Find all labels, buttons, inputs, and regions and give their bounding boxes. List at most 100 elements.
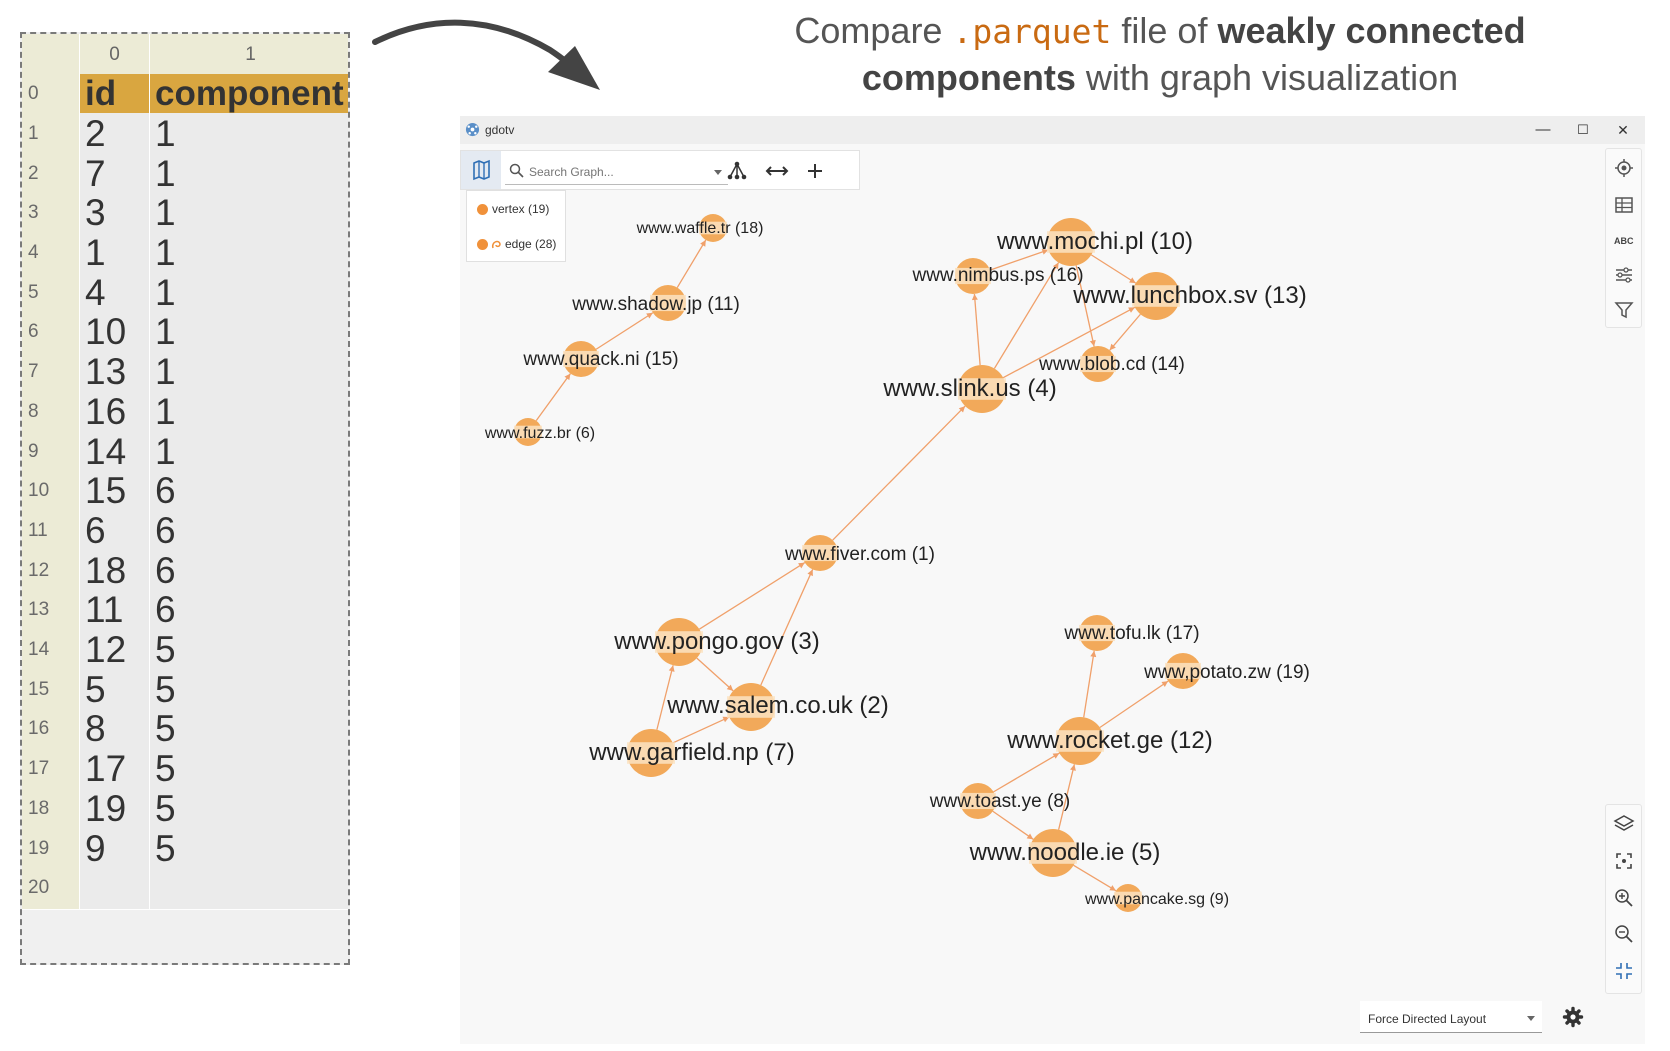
graph-edge[interactable]	[1109, 313, 1141, 351]
cell-id[interactable]: 8	[80, 708, 150, 751]
cell-id[interactable]: 17	[80, 748, 150, 791]
graph-edge[interactable]	[1073, 864, 1117, 892]
fit-view-icon[interactable]	[1613, 850, 1635, 872]
graph-node-nimbus[interactable]: www.nimbus.ps (16)	[911, 258, 1084, 294]
graph-node-toast[interactable]: www.toast.ye (8)	[929, 783, 1070, 819]
row-index-cell[interactable]: 12	[22, 550, 80, 593]
cell-id[interactable]: 15	[80, 470, 150, 513]
row-index-cell[interactable]: 14	[22, 629, 80, 672]
cell-id[interactable]: 13	[80, 351, 150, 394]
graph-edge[interactable]	[760, 569, 814, 686]
collapse-icon[interactable]	[1613, 960, 1635, 982]
cell-id[interactable]: 2	[80, 113, 150, 156]
row-index-cell[interactable]: 11	[22, 510, 80, 553]
graph-node-rocket[interactable]: www.rocket.ge (12)	[1006, 717, 1213, 765]
cell-component[interactable]: 6	[150, 550, 348, 593]
graph-edge[interactable]	[1057, 764, 1076, 830]
cell-id[interactable]: 0	[80, 34, 150, 76]
graph-edge[interactable]	[1002, 306, 1136, 379]
legend-vertex[interactable]: vertex (19)	[492, 202, 550, 216]
cell-id[interactable]: 1	[80, 232, 150, 275]
close-button[interactable]: ✕	[1617, 122, 1629, 138]
graph-node-waffle[interactable]: www.waffle.tr (18)	[636, 214, 764, 242]
graph-canvas[interactable]: www.waffle.tr (18) www.shadow.jp (11) www.…	[460, 116, 1645, 1044]
graph-edge[interactable]	[1083, 650, 1095, 718]
row-index-cell[interactable]: 7	[22, 351, 80, 394]
zoom-out-icon[interactable]	[1613, 923, 1635, 945]
cell-component[interactable]: 1	[150, 113, 348, 156]
cell-component[interactable]: 5	[150, 748, 348, 791]
graph-edge[interactable]	[992, 810, 1034, 840]
row-index-cell[interactable]: 4	[22, 232, 80, 275]
cell-id[interactable]: 10	[80, 311, 150, 354]
cell-component[interactable]: 1	[150, 431, 348, 473]
row-index-cell[interactable]: 5	[22, 272, 80, 315]
row-index-cell[interactable]: 3	[22, 192, 80, 235]
cell-id[interactable]: 19	[80, 788, 150, 831]
cell-component[interactable]: 1	[150, 351, 348, 394]
cell-id[interactable]	[80, 867, 150, 910]
minimize-button[interactable]: —	[1535, 121, 1551, 138]
graph-node-fiver[interactable]: www.fiver.com (1)	[784, 535, 935, 571]
graph-edge[interactable]	[993, 262, 1060, 369]
graph-node-mochi[interactable]: www.mochi.pl (10)	[996, 218, 1193, 266]
search-graph-field[interactable]	[505, 157, 728, 185]
row-index-cell[interactable]: 8	[22, 391, 80, 434]
filter-icon[interactable]	[1613, 299, 1635, 321]
legend-edge[interactable]: edge (28)	[505, 237, 557, 251]
graph-node-garfield[interactable]: www.garfield.np (7)	[588, 729, 795, 777]
cell-id[interactable]: 14	[80, 431, 150, 473]
row-index-cell[interactable]: 17	[22, 748, 80, 791]
row-index-cell[interactable]: 16	[22, 708, 80, 751]
cell-component[interactable]: 1	[150, 153, 348, 196]
text-labels-icon[interactable]: ABC	[1613, 229, 1635, 251]
graph-edge[interactable]	[832, 405, 966, 541]
cell-id[interactable]: 18	[80, 550, 150, 593]
row-index-cell[interactable]: 15	[22, 669, 80, 712]
cell-id[interactable]: 3	[80, 192, 150, 235]
graph-edge[interactable]	[973, 293, 981, 366]
row-index-cell[interactable]: 1	[22, 113, 80, 156]
layers-icon[interactable]	[1613, 813, 1635, 835]
search-input[interactable]	[527, 161, 711, 183]
row-index-cell[interactable]: 6	[22, 311, 80, 354]
graph-node-pancake[interactable]: www.pancake.sg (9)	[1084, 884, 1229, 912]
cell-component[interactable]	[150, 867, 348, 910]
plus-icon[interactable]	[801, 157, 829, 185]
graph-edge[interactable]	[696, 657, 734, 692]
cell-id[interactable]: 9	[80, 828, 150, 870]
cell-component[interactable]: 1	[150, 34, 348, 76]
layout-dropdown[interactable]: Force Directed Layout	[1360, 1001, 1542, 1033]
graph-edge[interactable]	[1075, 265, 1095, 347]
graph-edge[interactable]	[656, 665, 674, 730]
cell-component[interactable]: 5	[150, 708, 348, 751]
row-index-cell[interactable]: 2	[22, 153, 80, 196]
graph-edge[interactable]	[535, 373, 571, 422]
row-index-cell[interactable]: 19	[22, 828, 80, 870]
cell-component[interactable]: 5	[150, 669, 348, 712]
row-index-cell[interactable]: 13	[22, 589, 80, 632]
graph-node-fuzz[interactable]: www.fuzz.br (6)	[484, 418, 595, 446]
graph-node-pongo[interactable]: www.pongo.gov (3)	[613, 618, 820, 666]
graph-node-blob[interactable]: www.blob.cd (14)	[1038, 346, 1185, 382]
graph-edge[interactable]	[595, 312, 654, 350]
graph-edge[interactable]	[1090, 254, 1137, 284]
cell-component[interactable]: 1	[150, 232, 348, 275]
zoom-in-icon[interactable]	[1613, 887, 1635, 909]
cell-id[interactable]: 6	[80, 510, 150, 553]
cell-component[interactable]: 6	[150, 470, 348, 513]
map-button[interactable]	[461, 151, 501, 189]
cell-component[interactable]: component	[150, 73, 348, 116]
graph-edge[interactable]	[1099, 680, 1169, 729]
graph-layout-icon[interactable]	[723, 157, 751, 185]
graph-edge[interactable]	[698, 562, 806, 630]
cell-id[interactable]: 16	[80, 391, 150, 434]
graph-node-slink[interactable]: www.slink.us (4)	[882, 365, 1057, 413]
cell-component[interactable]: 1	[150, 272, 348, 315]
locate-icon[interactable]	[1613, 157, 1635, 179]
cell-component[interactable]: 6	[150, 510, 348, 553]
cell-component[interactable]: 5	[150, 788, 348, 831]
cell-component[interactable]: 1	[150, 311, 348, 354]
cell-id[interactable]: id	[80, 73, 150, 116]
row-index-cell[interactable]: 0	[22, 73, 80, 116]
